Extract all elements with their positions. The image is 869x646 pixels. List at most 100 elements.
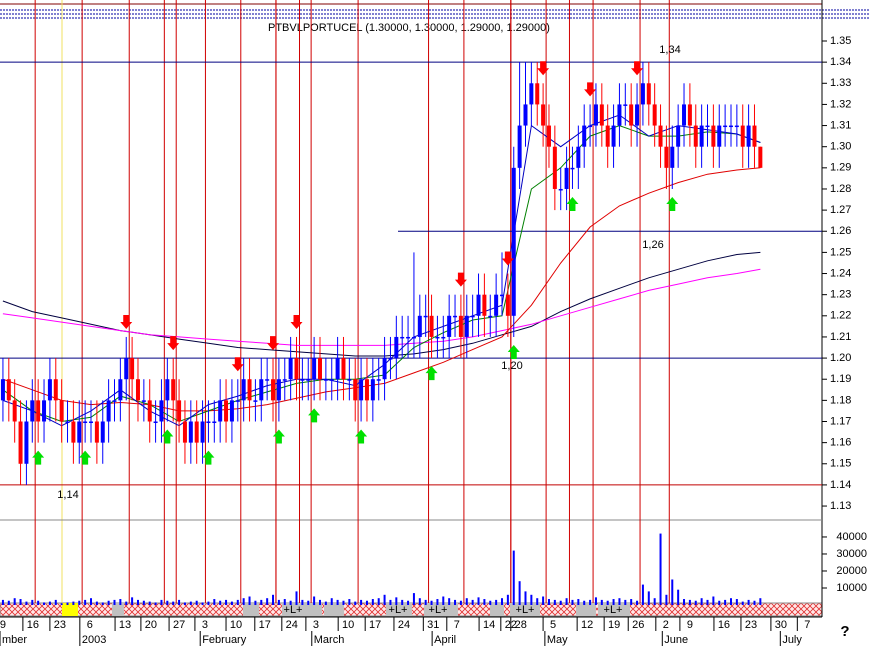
candle-body xyxy=(382,358,387,380)
volume-bar xyxy=(506,594,509,605)
candle-body xyxy=(59,400,64,422)
volume-bar xyxy=(465,598,468,605)
volume-bar xyxy=(289,600,292,605)
candle-body xyxy=(77,421,82,443)
x-tick-label: 19 xyxy=(608,619,620,631)
month-label: May xyxy=(547,634,568,646)
candle-body xyxy=(177,400,182,422)
y-tick-label: 1.30 xyxy=(830,141,851,153)
event-cell xyxy=(112,603,124,616)
volume-bar xyxy=(671,579,674,605)
candle-body xyxy=(12,400,17,422)
volume-bar xyxy=(60,603,63,605)
volume-bar xyxy=(630,599,633,605)
x-tick-label: 2 xyxy=(663,619,669,631)
volume-bar xyxy=(477,597,480,605)
x-tick-label: 9 xyxy=(0,619,6,631)
volume-bar xyxy=(142,600,145,605)
volume-bar xyxy=(536,598,539,605)
volume-bar xyxy=(624,599,627,605)
volume-bar xyxy=(412,593,415,605)
volume-bar xyxy=(389,599,392,605)
candle-body xyxy=(599,104,604,126)
candle-body xyxy=(470,315,475,318)
x-tick-label: 9 xyxy=(687,619,693,631)
y-tick-label: 1.33 xyxy=(830,77,851,89)
candle-body xyxy=(500,294,505,297)
help-button[interactable]: ? xyxy=(840,623,849,640)
candle-body xyxy=(435,336,440,339)
candle-body xyxy=(36,400,41,422)
candle-body xyxy=(629,104,634,126)
volume-bar xyxy=(136,599,139,605)
volume-bar xyxy=(430,600,433,605)
month-label: February xyxy=(202,634,247,646)
volume-bar xyxy=(324,601,327,605)
volume-bar xyxy=(606,600,609,605)
candle-body xyxy=(505,294,510,316)
candle-body xyxy=(317,358,322,380)
candle-body xyxy=(676,125,681,147)
volume-bar xyxy=(213,599,216,605)
volume-bar xyxy=(318,599,321,605)
candle-body xyxy=(541,104,546,126)
y-tick-label: 1.13 xyxy=(830,500,851,512)
candle-body xyxy=(229,400,234,422)
candle-body xyxy=(646,83,651,105)
month-label: mber xyxy=(2,634,27,646)
candle-body xyxy=(535,83,540,105)
event-cell xyxy=(490,603,504,616)
volume-bar xyxy=(542,596,545,605)
candle-body xyxy=(124,358,129,380)
volume-bar xyxy=(495,599,498,605)
candle-body xyxy=(241,379,246,401)
volume-bar xyxy=(354,601,357,605)
volume-bar xyxy=(266,598,269,605)
candle-body xyxy=(464,315,469,337)
volume-bar xyxy=(166,600,169,605)
month-label: April xyxy=(434,634,456,646)
volume-tick-label: 40000 xyxy=(836,531,867,543)
volume-bar xyxy=(594,597,597,605)
candle-body xyxy=(376,379,381,381)
level-label: 1,34 xyxy=(659,44,680,56)
candle-body xyxy=(329,379,334,381)
volume-tick-label: 30000 xyxy=(836,548,867,560)
x-tick-label: 12 xyxy=(581,619,593,631)
y-tick-label: 1.23 xyxy=(830,289,851,301)
volume-bar xyxy=(577,599,580,605)
candle-body xyxy=(441,336,446,339)
y-tick-label: 1.35 xyxy=(830,35,851,47)
volume-bar xyxy=(160,599,163,605)
candle-body xyxy=(752,125,757,147)
sell-signal xyxy=(120,314,133,329)
event-cell xyxy=(576,603,596,616)
volume-bar xyxy=(19,599,22,605)
candle-body xyxy=(746,125,751,147)
candle-body xyxy=(564,167,569,189)
volume-tick-label: 10000 xyxy=(836,582,867,594)
x-tick-label: 3 xyxy=(313,619,319,631)
volume-bar xyxy=(724,599,727,605)
volume-bar xyxy=(84,599,87,605)
volume-bar xyxy=(360,599,363,605)
volume-bar xyxy=(448,598,451,605)
candle-body xyxy=(740,125,745,147)
candle-body xyxy=(106,400,111,422)
x-tick-label: 6 xyxy=(87,619,93,631)
candle-body xyxy=(593,104,598,126)
volume-bar xyxy=(501,598,504,605)
event-cell xyxy=(386,603,412,616)
candle-body xyxy=(429,315,434,337)
x-tick-label: 3 xyxy=(202,619,208,631)
x-tick-label: 13 xyxy=(119,619,131,631)
candle-body xyxy=(494,294,499,316)
candle-body xyxy=(235,400,240,402)
candle-body xyxy=(0,379,5,401)
sell-signal xyxy=(267,336,280,351)
volume-bar xyxy=(90,598,93,605)
volume-bar xyxy=(313,596,316,605)
sell-signal xyxy=(454,272,467,287)
volume-bar xyxy=(618,598,621,605)
